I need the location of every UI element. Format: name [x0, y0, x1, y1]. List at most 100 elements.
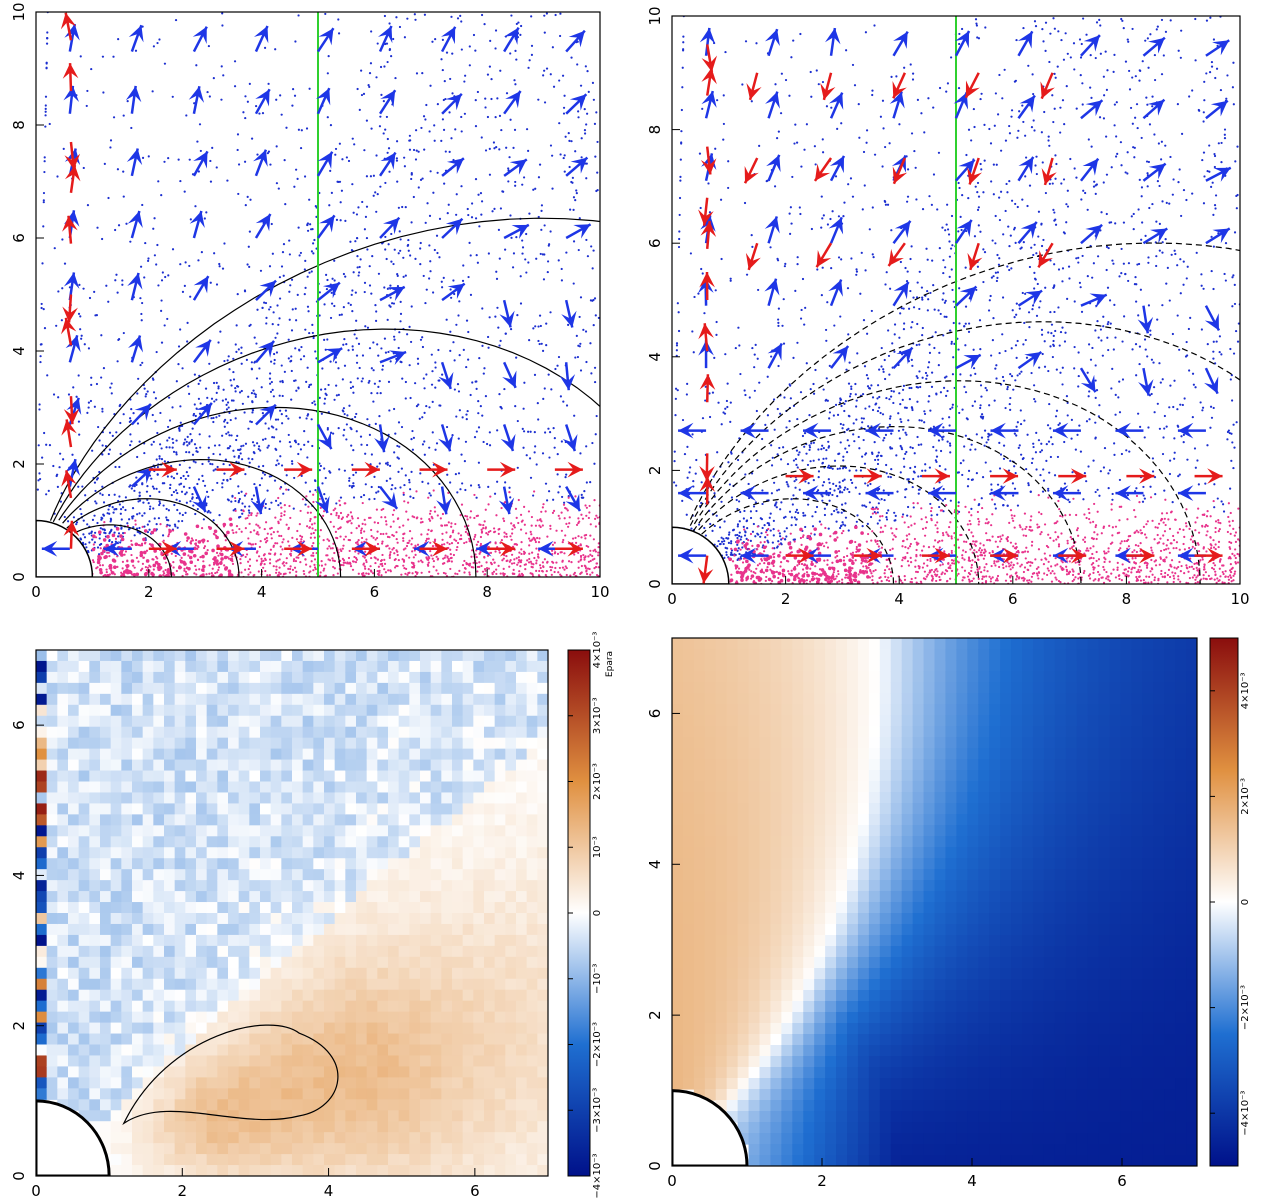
outflow-point — [1185, 198, 1188, 202]
disk-point — [193, 572, 196, 575]
outflow-point — [157, 284, 160, 287]
outflow-point — [850, 385, 853, 388]
disk-point — [408, 556, 411, 559]
disk-point — [163, 572, 166, 575]
outflow-point — [83, 343, 86, 346]
outflow-point — [218, 514, 221, 517]
outflow-point — [932, 106, 935, 109]
outflow-point — [585, 445, 588, 448]
outflow-point — [916, 98, 920, 101]
outflow-point — [844, 502, 847, 505]
outflow-point — [574, 150, 577, 153]
disk-point — [153, 549, 157, 553]
outflow-point — [101, 55, 105, 58]
outflow-point — [477, 461, 480, 464]
disk-point — [313, 536, 316, 539]
outflow-point — [241, 402, 244, 405]
disk-point — [311, 527, 314, 530]
disk-point — [408, 539, 411, 542]
outflow-point — [396, 273, 399, 276]
outflow-point — [423, 387, 426, 390]
outflow-point — [785, 426, 788, 429]
disk-point — [557, 514, 560, 517]
outflow-point — [263, 46, 267, 49]
outflow-point — [277, 187, 280, 190]
outflow-point — [1080, 310, 1084, 313]
velocity-arrow — [65, 334, 81, 363]
outflow-point — [545, 67, 549, 70]
outflow-point — [237, 455, 241, 458]
outflow-point — [445, 51, 449, 54]
disk-point — [139, 550, 144, 555]
outflow-point — [936, 208, 939, 211]
outflow-point — [403, 156, 406, 159]
outflow-point — [919, 385, 922, 389]
disk-point — [449, 548, 452, 551]
outflow-point — [120, 518, 123, 521]
outflow-point — [396, 284, 400, 288]
outflow-point — [181, 367, 184, 370]
disk-point — [498, 551, 501, 554]
outflow-point — [100, 376, 103, 379]
outflow-point — [403, 483, 406, 487]
disk-point — [568, 516, 571, 519]
outflow-point — [1010, 267, 1013, 270]
disk-point — [168, 528, 171, 531]
outflow-point — [119, 403, 122, 406]
outflow-point — [799, 212, 802, 216]
outflow-point — [938, 247, 941, 250]
outflow-point — [130, 440, 133, 443]
disk-point — [471, 549, 474, 552]
outflow-point — [337, 18, 340, 21]
disk-point — [335, 536, 338, 539]
outflow-point — [160, 194, 163, 197]
outflow-point — [358, 265, 361, 269]
outflow-point — [249, 323, 252, 326]
disk-point — [322, 539, 325, 542]
outflow-point — [404, 380, 407, 384]
disk-point — [445, 531, 448, 534]
outflow-point — [929, 291, 932, 295]
disk-point — [299, 509, 302, 513]
outflow-point — [693, 295, 696, 299]
outflow-point — [941, 298, 944, 301]
disk-point — [407, 571, 410, 575]
outflow-point — [951, 244, 954, 247]
outflow-point — [360, 93, 364, 97]
outflow-point — [532, 494, 535, 497]
outflow-point — [91, 449, 94, 452]
outflow-point — [863, 365, 867, 368]
disk-point — [191, 539, 194, 542]
outflow-point — [1022, 343, 1025, 346]
outflow-point — [1000, 485, 1003, 488]
disk-point — [201, 538, 206, 543]
outflow-point — [570, 180, 573, 184]
outflow-point — [1133, 283, 1137, 286]
outflow-point — [232, 449, 235, 452]
outflow-point — [548, 243, 551, 246]
outflow-point — [894, 514, 897, 518]
outflow-point — [678, 196, 682, 200]
disk-point — [494, 550, 497, 553]
outflow-point — [234, 499, 237, 503]
outflow-point — [977, 224, 980, 227]
outflow-point — [803, 445, 806, 448]
outflow-point — [159, 443, 162, 446]
outflow-point — [814, 163, 817, 166]
outflow-point — [136, 392, 139, 395]
outflow-point — [209, 462, 212, 465]
outflow-point — [720, 540, 724, 543]
outflow-point — [585, 177, 588, 180]
disk-point — [306, 525, 309, 528]
outflow-point — [183, 284, 186, 287]
outflow-point — [175, 451, 178, 454]
outflow-point — [226, 447, 229, 450]
outflow-point — [996, 483, 1000, 486]
disk-point — [436, 558, 439, 561]
outflow-point — [1218, 350, 1221, 354]
outflow-point — [194, 205, 197, 208]
outflow-point — [1220, 500, 1223, 503]
outflow-point — [238, 497, 241, 501]
outflow-point — [933, 434, 936, 437]
outflow-point — [218, 444, 221, 447]
